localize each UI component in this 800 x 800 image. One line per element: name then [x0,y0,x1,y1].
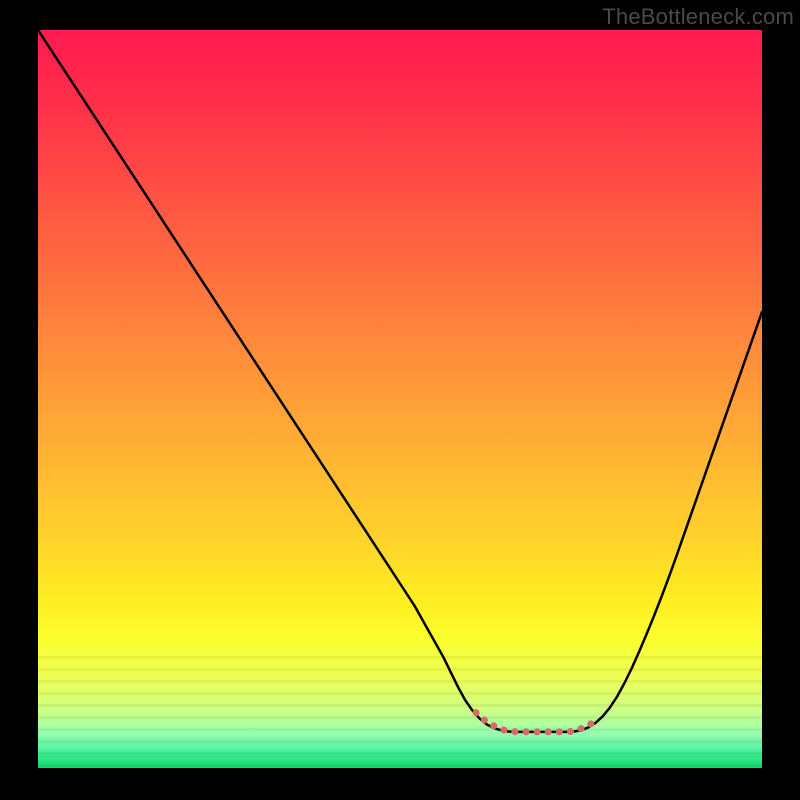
chart-container: TheBottleneck.com [0,0,800,800]
watermark-text: TheBottleneck.com [602,4,794,30]
plot-area [38,30,762,768]
chart-svg [38,30,762,768]
